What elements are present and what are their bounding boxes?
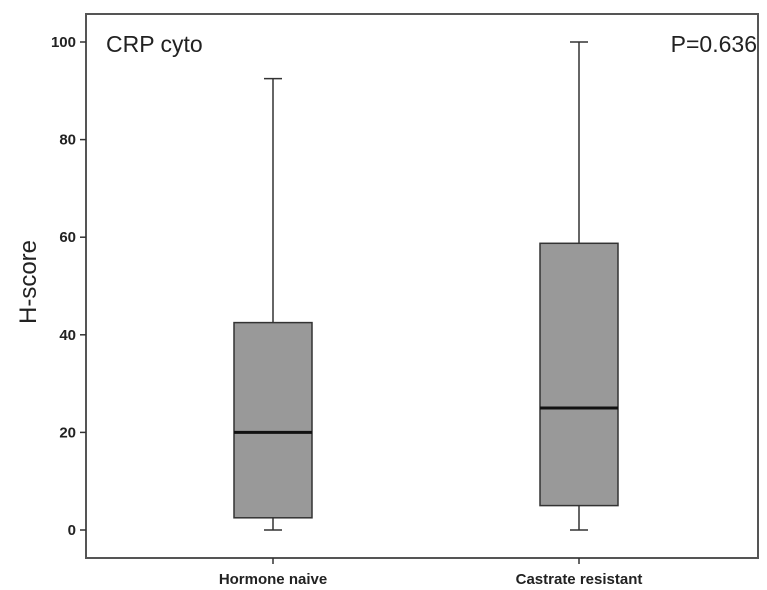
box-castrate-resistant bbox=[539, 41, 619, 531]
y-axis-label: H-score bbox=[15, 240, 42, 324]
y-tick-label: 80 bbox=[59, 132, 76, 149]
p-value-annotation: P=0.636 bbox=[671, 31, 757, 57]
iqr-box bbox=[233, 321, 313, 519]
iqr-box bbox=[539, 242, 619, 507]
y-tick-label: 40 bbox=[59, 327, 76, 344]
y-axis: 0 20 40 60 80 100 bbox=[51, 34, 86, 539]
y-tick-label: 60 bbox=[59, 229, 76, 246]
y-tick-label: 0 bbox=[68, 522, 76, 539]
y-tick-label: 20 bbox=[59, 424, 76, 441]
box-hormone-naive bbox=[233, 77, 313, 531]
y-tick-label: 100 bbox=[51, 34, 76, 51]
chart-title: CRP cyto bbox=[106, 31, 203, 57]
x-axis: Hormone naive Castrate resistant bbox=[219, 558, 643, 588]
x-category-label: Castrate resistant bbox=[516, 571, 643, 588]
x-category-label: Hormone naive bbox=[219, 571, 327, 588]
box-series bbox=[233, 41, 619, 531]
plot-area-frame bbox=[85, 13, 759, 559]
